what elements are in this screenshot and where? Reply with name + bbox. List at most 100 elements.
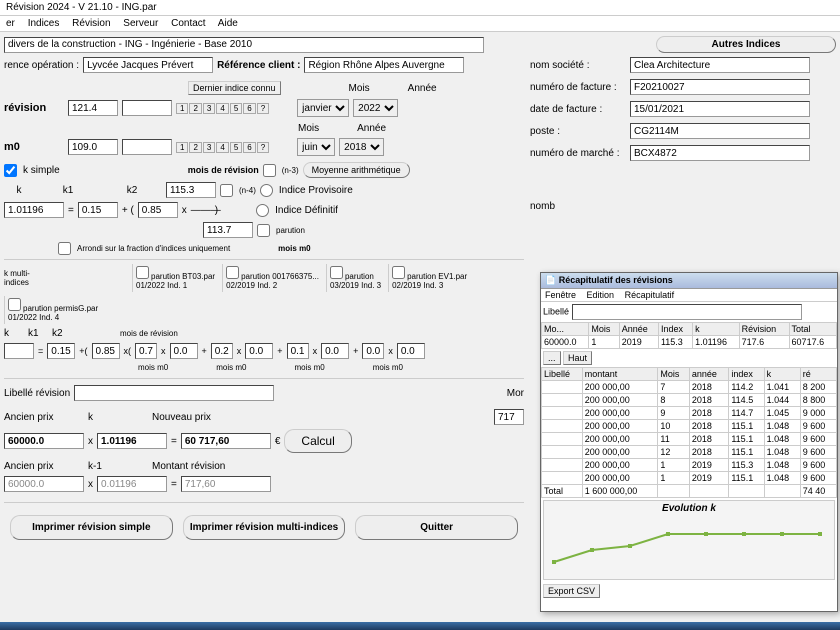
multi-c1[interactable] [135,343,157,359]
index-nav-buttons[interactable]: 123456? [176,142,269,153]
menu-item[interactable]: Serveur [123,18,158,29]
ref-client-label: Référence client : [217,60,300,71]
autres-indices-button[interactable]: Autres Indices [656,36,836,53]
m0-extra-input[interactable] [122,139,172,155]
mm0: mois m0 [216,363,246,372]
popup-libelle-input[interactable] [572,304,802,320]
menu-item[interactable]: Aide [218,18,238,29]
header-index-input[interactable] [4,37,484,53]
parution-check[interactable] [226,266,239,279]
multi-v2[interactable] [245,343,273,359]
k1-input[interactable] [78,202,118,218]
popup-menu-item[interactable]: Fenêtre [545,290,576,300]
mm0: mois m0 [138,363,168,372]
indice-def-radio[interactable] [256,204,269,217]
mois-rev-label: mois de révision [120,329,178,338]
ref-client-input[interactable] [304,57,464,73]
multi-c4[interactable] [362,343,384,359]
menu-item[interactable]: er [6,18,15,29]
poste-input[interactable] [630,123,810,139]
k2-input[interactable] [138,202,178,218]
parution-check[interactable] [330,266,343,279]
dots-button[interactable]: ... [543,351,561,365]
haut-button[interactable]: Haut [563,351,592,365]
ref-op-input[interactable] [83,57,213,73]
ref-op-label: rence opération : [4,60,79,71]
menu-item[interactable]: Contact [171,18,205,29]
nom-societe-input[interactable] [630,57,810,73]
m0-value-input[interactable] [68,139,118,155]
mois-label: Mois [349,83,370,94]
print-simple-button[interactable]: Imprimer révision simple [10,515,173,540]
num-marche-label: numéro de marché : [530,148,630,159]
ancien-prix-input[interactable] [4,433,84,449]
m0-annee-select[interactable]: 2018 [339,138,384,156]
k-1-input[interactable] [97,476,167,492]
revision-extra-input[interactable] [122,100,172,116]
mois-m0-label: mois m0 [278,244,310,253]
multi-v1[interactable] [170,343,198,359]
k-simple-checkbox[interactable] [4,164,17,177]
menu-item[interactable]: Révision [72,18,110,29]
k-simple-label: k simple [23,165,60,176]
parution-check[interactable] [8,298,21,311]
idx-bot-input[interactable] [203,222,253,238]
revision-value-input[interactable] [68,100,118,116]
evolution-chart: Evolution k [543,500,835,580]
nouveau-prix-label: Nouveau prix [152,412,232,423]
mor-input[interactable] [494,409,524,425]
quit-button[interactable]: Quitter [355,515,518,540]
revision-annee-select[interactable]: 2022 [353,99,398,117]
poste-label: poste : [530,126,630,137]
num-facture-input[interactable] [630,79,810,95]
arrondi-checkbox[interactable] [58,242,71,255]
multi-k-input[interactable] [4,343,34,359]
window-title: Révision 2024 - V 21.10 - ING.par [0,0,840,16]
export-csv-button[interactable]: Export CSV [543,584,600,598]
n3-checkbox[interactable] [263,164,276,177]
montant-rev-label: Montant révision [152,461,225,472]
menu-item[interactable]: Indices [28,18,60,29]
k-result-input[interactable] [4,202,64,218]
multi-k2[interactable] [92,343,120,359]
calcul-button[interactable]: Calcul [284,429,351,453]
multi-v3[interactable] [321,343,349,359]
parution-check[interactable] [392,266,405,279]
num-marche-input[interactable] [630,145,810,161]
multi-c2[interactable] [211,343,233,359]
indice-prov-radio[interactable] [260,184,273,197]
dernier-indice-button[interactable]: Dernier indice connu [188,81,281,95]
popup-menu-item[interactable]: Edition [587,290,615,300]
multi-v4[interactable] [397,343,425,359]
k2-label: k2 [52,328,72,339]
moyenne-button[interactable]: Moyenne arithmétique [303,162,410,178]
annee-label: Année [408,83,437,94]
parution-checkbox[interactable] [257,224,270,237]
mor-label: Mor [507,388,524,399]
nom-societe-label: nom société : [530,60,630,71]
idx-top-input[interactable] [166,182,216,198]
date-facture-input[interactable] [630,101,810,117]
popup-menu-item[interactable]: Récapitulatif [625,290,675,300]
taskbar [0,622,840,630]
libelle-rev-label: Libellé révision [4,388,70,399]
k-calc-input[interactable] [97,433,167,449]
nouveau-prix-input[interactable] [181,433,271,449]
arrondi-label: Arrondi sur la fraction d'indices unique… [77,244,230,253]
index-nav-buttons[interactable]: 123456? [176,103,269,114]
revision-mois-select[interactable]: janvier [297,99,349,117]
popup-top-table: Mo...MoisAnnéeIndexkRévisionTotal 60000.… [541,322,837,349]
parution-label: parution [276,226,305,235]
print-multi-button[interactable]: Imprimer révision multi-indices [183,515,346,540]
ancien-prix-input2[interactable] [4,476,84,492]
n4-checkbox[interactable] [220,184,233,197]
multi-c3[interactable] [287,343,309,359]
indice-prov-label: Indice Provisoire [279,185,353,196]
multi-k1[interactable] [47,343,75,359]
chart-title: Evolution k [544,501,834,516]
mois-revision-label: mois de révision [188,165,259,175]
m0-mois-select[interactable]: juin [297,138,335,156]
libelle-rev-input[interactable] [74,385,274,401]
montant-rev-input[interactable] [181,476,271,492]
parution-check[interactable] [136,266,149,279]
